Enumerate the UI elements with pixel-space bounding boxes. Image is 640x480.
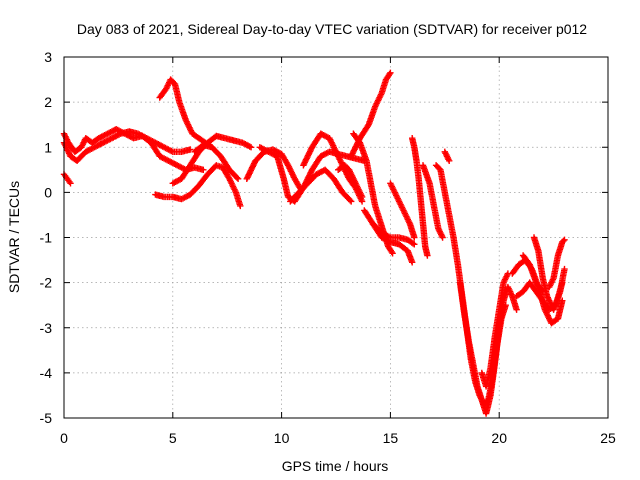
data-point	[246, 143, 253, 150]
data-point	[358, 193, 366, 201]
data-point	[424, 252, 431, 259]
data-track	[530, 234, 568, 313]
y-tick-label: -2	[40, 275, 53, 291]
data-point	[446, 157, 453, 164]
data-point	[411, 234, 418, 241]
data-point	[538, 287, 545, 294]
plot-frame	[63, 56, 609, 419]
data-point	[560, 237, 567, 245]
data-point	[513, 306, 520, 313]
y-tick-label: -1	[40, 230, 53, 246]
y-axis-title: SDTVAR / TECUs	[6, 181, 22, 293]
data-point	[348, 198, 355, 205]
y-tick-label: 1	[44, 139, 52, 155]
data-point	[233, 174, 241, 181]
x-tick-label: 20	[491, 430, 507, 446]
y-tick-label: -4	[40, 365, 53, 381]
data-point	[409, 259, 416, 266]
data-track	[519, 252, 546, 295]
data-track	[191, 141, 242, 182]
data-point	[247, 144, 255, 151]
data-track	[60, 128, 194, 164]
data-point	[386, 70, 393, 78]
data-point	[539, 288, 546, 295]
data-point	[561, 236, 568, 243]
data-point	[409, 240, 417, 247]
data-point	[67, 180, 74, 187]
x-tick-label: 5	[169, 430, 177, 446]
data-point	[346, 197, 354, 204]
y-tick-label: 0	[44, 184, 52, 200]
x-tick-label: 10	[274, 430, 290, 446]
data-track	[169, 132, 255, 187]
x-axis-title: GPS time / hours	[282, 458, 389, 474]
data-track	[546, 236, 568, 291]
data-point	[388, 248, 395, 256]
data-point	[387, 69, 394, 76]
y-tick-label: 2	[44, 94, 52, 110]
chart-title: Day 083 of 2021, Sidereal Day-to-day VTE…	[77, 21, 587, 37]
y-tick-label: -3	[40, 320, 53, 336]
data-point	[561, 265, 568, 273]
data-point	[200, 166, 207, 173]
data-point	[237, 202, 244, 210]
x-tick-label: 25	[600, 430, 616, 446]
data-track	[432, 162, 509, 408]
data-points	[60, 69, 568, 417]
data-track	[441, 148, 453, 164]
data-track	[156, 76, 216, 151]
data-point	[389, 250, 396, 257]
y-tick-label: -5	[40, 410, 53, 426]
data-track	[287, 166, 355, 205]
data-track	[387, 180, 418, 241]
y-tick-label: 3	[44, 49, 52, 65]
data-point	[234, 175, 242, 182]
grid-layer	[64, 57, 608, 418]
data-track	[409, 135, 431, 259]
data-track	[350, 130, 396, 257]
data-point	[187, 146, 194, 153]
x-tick-label: 0	[60, 430, 68, 446]
data-track	[348, 69, 394, 160]
x-tick-label: 15	[383, 430, 399, 446]
data-track	[369, 220, 416, 266]
data-point	[439, 234, 446, 241]
data-track	[478, 270, 512, 390]
data-track	[419, 162, 446, 241]
data-point	[411, 241, 418, 248]
data-track	[335, 162, 366, 201]
data-track	[60, 171, 74, 187]
data-track	[152, 162, 244, 210]
